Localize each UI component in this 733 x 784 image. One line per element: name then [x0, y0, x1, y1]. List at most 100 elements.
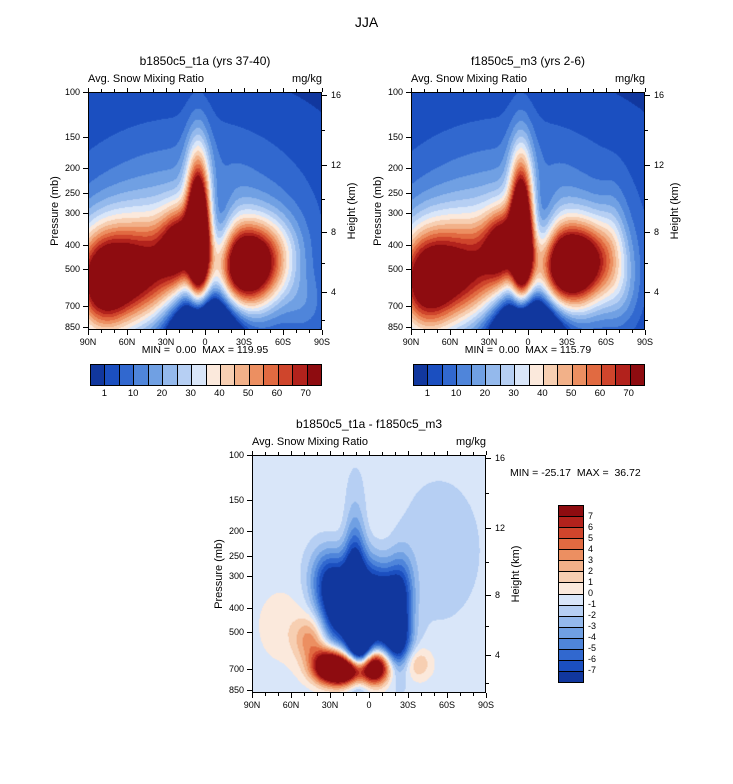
colorbar-cell	[559, 648, 583, 660]
x-axis-tick	[476, 330, 477, 333]
height-tick-label: 16	[495, 453, 506, 463]
colorbar-cell	[104, 365, 119, 385]
colorbar-cell	[414, 365, 428, 385]
x-axis-top-tick	[231, 89, 232, 92]
x-axis-tick	[317, 693, 318, 696]
x-axis-top-tick	[218, 89, 219, 92]
height-tick	[322, 165, 327, 166]
height-axis-title: Height (km)	[346, 182, 358, 240]
colorbar-tick-label: 70	[623, 388, 634, 399]
x-axis-top-tick	[489, 88, 490, 92]
colorbar-cell	[559, 615, 583, 627]
colorbar-cell	[292, 365, 307, 385]
x-axis-top-tick	[473, 452, 474, 455]
x-axis-top-tick	[356, 452, 357, 455]
height-tick-label: 8	[331, 227, 337, 237]
units-label: mg/kg	[292, 73, 322, 85]
colorbar-cell	[205, 365, 220, 385]
x-tick-label: 60N	[282, 700, 300, 710]
pressure-tick-label: 250	[228, 551, 244, 561]
height-minor-tick	[486, 683, 489, 684]
height-tick	[486, 595, 491, 596]
x-axis-top-tick	[192, 89, 193, 92]
x-axis-top-tick	[632, 89, 633, 92]
minmax-label-case2: MIN = 0.00 MAX = 115.79	[464, 344, 592, 356]
pressure-tick-label: 850	[228, 685, 244, 695]
colorbar-cell	[91, 365, 105, 385]
pressure-tick	[406, 168, 411, 169]
pressure-tick-label: 400	[228, 603, 244, 613]
height-tick	[645, 292, 650, 293]
colorbar-cell	[559, 593, 583, 605]
height-minor-tick	[322, 130, 325, 131]
pressure-tick	[247, 690, 252, 691]
colorbar-case2	[413, 364, 645, 386]
x-axis-top-tick	[421, 452, 422, 455]
colorbar-tick-label: 50	[242, 388, 254, 399]
x-tick-label: 60N	[118, 337, 136, 347]
height-tick	[486, 458, 491, 459]
pressure-tick-label: 100	[64, 87, 80, 97]
x-axis-tick	[343, 693, 344, 696]
pressure-tick	[83, 137, 88, 138]
x-axis-top-tick	[645, 88, 646, 92]
x-tick-label: 30N	[157, 337, 175, 347]
pressure-tick-label: 100	[387, 87, 403, 97]
contour-plot-case1	[88, 92, 322, 330]
x-axis-tick	[515, 330, 516, 333]
colorbar-cell	[586, 365, 601, 385]
x-tick-label: 90N	[243, 700, 261, 710]
colorbar-tick-label: 1	[424, 388, 431, 399]
field-label: Avg. Snow Mixing Ratio	[252, 436, 368, 448]
colorbar-cell	[485, 365, 500, 385]
colorbar-cell	[559, 582, 583, 594]
pressure-tick	[406, 269, 411, 270]
colorbar-cell	[559, 571, 583, 583]
height-minor-tick	[645, 199, 648, 200]
x-axis-top-tick	[127, 88, 128, 92]
x-axis-tick	[127, 330, 128, 335]
colorbar-cell	[176, 365, 192, 385]
contour-canvas-case2	[412, 93, 644, 329]
panel-difference-subtitle: Avg. Snow Mixing Ratio mg/kg	[252, 436, 486, 448]
panel-case2-subtitle: Avg. Snow Mixing Ratio mg/kg	[411, 73, 645, 85]
height-axis-title: Height (km)	[510, 545, 522, 603]
x-axis-top-tick	[515, 89, 516, 92]
x-axis-top-tick	[619, 89, 620, 92]
x-axis-top-tick	[424, 89, 425, 92]
x-axis-tick	[645, 330, 646, 335]
pressure-tick-label: 700	[387, 301, 403, 311]
colorbar-cell	[571, 365, 587, 385]
x-axis-top-tick	[257, 89, 258, 92]
panel-case1-subtitle: Avg. Snow Mixing Ratio mg/kg	[88, 73, 322, 85]
pressure-tick	[83, 92, 88, 93]
x-axis-tick	[421, 693, 422, 696]
colorbar-tick-label: 1	[101, 388, 108, 399]
height-tick-label: 4	[654, 287, 660, 297]
x-axis-tick	[252, 693, 253, 698]
height-axis-title: Height (km)	[669, 182, 681, 240]
contour-canvas-case1	[89, 93, 321, 329]
x-axis-tick	[192, 330, 193, 333]
x-axis-tick	[408, 693, 409, 698]
pressure-tick	[247, 531, 252, 532]
height-tick-label: 16	[331, 90, 342, 100]
x-axis-top-tick	[567, 88, 568, 92]
colorbar-cell	[559, 560, 583, 572]
x-axis-top-tick	[166, 88, 167, 92]
x-axis-top-tick	[278, 452, 279, 455]
x-axis-top-tick	[593, 89, 594, 92]
x-axis-tick	[486, 693, 487, 698]
x-axis-tick	[88, 330, 89, 335]
x-axis-tick	[153, 330, 154, 333]
colorbar-cell	[615, 365, 630, 385]
colorbar-tick-label: 6	[588, 522, 594, 532]
x-axis-tick	[369, 693, 370, 698]
colorbar-tick-label: 5	[588, 533, 594, 543]
x-tick-label: 60S	[597, 337, 614, 347]
x-axis-tick	[463, 330, 464, 333]
colorbar-tick-label: -6	[588, 654, 597, 664]
x-axis-tick	[541, 330, 542, 333]
colorbar-tick-label: -2	[588, 610, 597, 620]
colorbar-tick-label: 30	[508, 388, 519, 399]
